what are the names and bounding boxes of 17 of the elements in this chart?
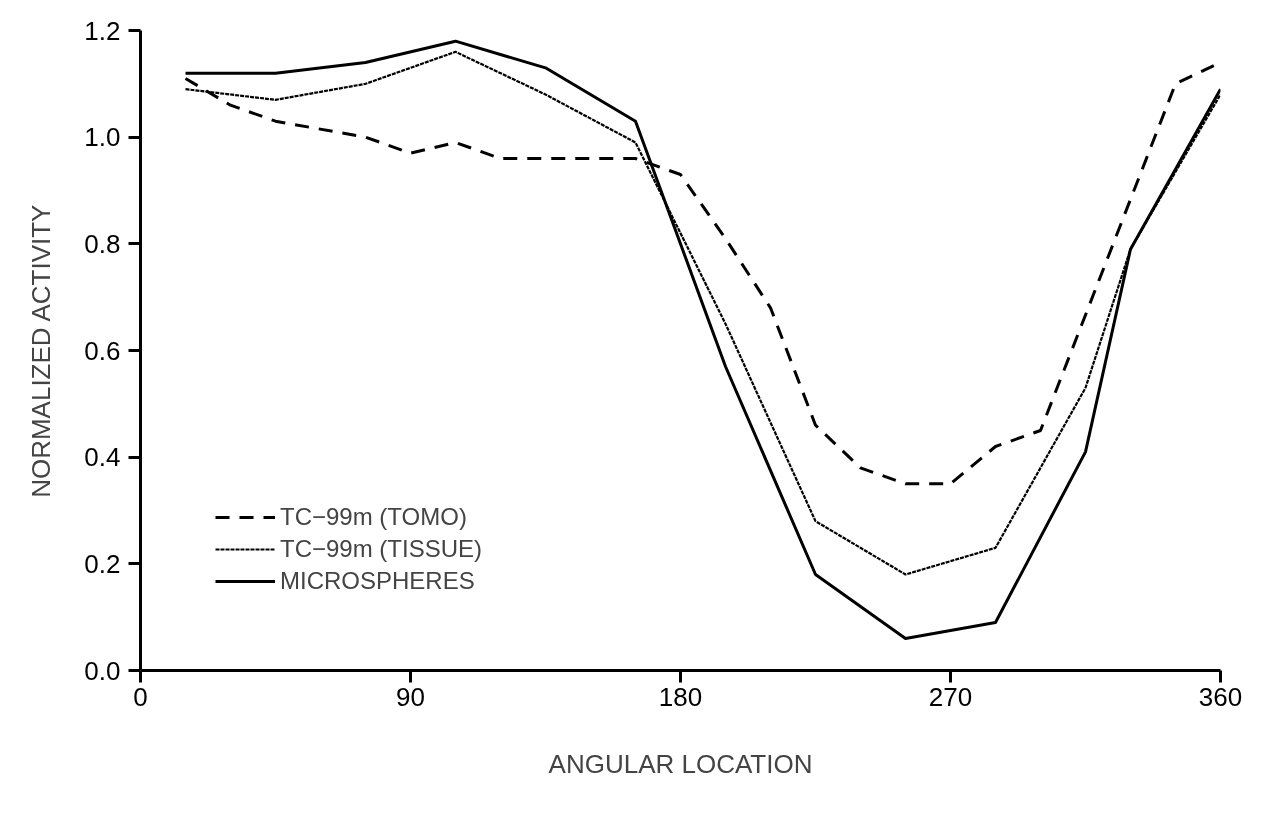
y-tick-label: 0.2 [84, 548, 121, 579]
legend-label: TC−99m (TISSUE) [280, 535, 483, 563]
x-tick-label: 180 [658, 681, 703, 712]
legend-label: MICROSPHERES [280, 567, 475, 595]
x-tick-label: 0 [133, 681, 148, 712]
x-tick-label: 360 [1198, 681, 1243, 712]
y-tick-label: 0.0 [84, 655, 121, 686]
y-axis-title: NORMALIZED ACTIVITY [26, 204, 57, 498]
y-tick-label: 1.0 [84, 122, 121, 153]
y-tick-label: 0.4 [84, 442, 121, 473]
legend-label: TC−99m (TOMO) [280, 503, 467, 531]
y-tick-label: 1.2 [84, 15, 121, 46]
x-tick-label: 270 [928, 681, 973, 712]
y-tick-label: 0.6 [84, 335, 121, 366]
x-axis-title: ANGULAR LOCATION [548, 748, 813, 779]
x-tick-label: 90 [396, 681, 425, 712]
y-tick-label: 0.8 [84, 228, 121, 259]
